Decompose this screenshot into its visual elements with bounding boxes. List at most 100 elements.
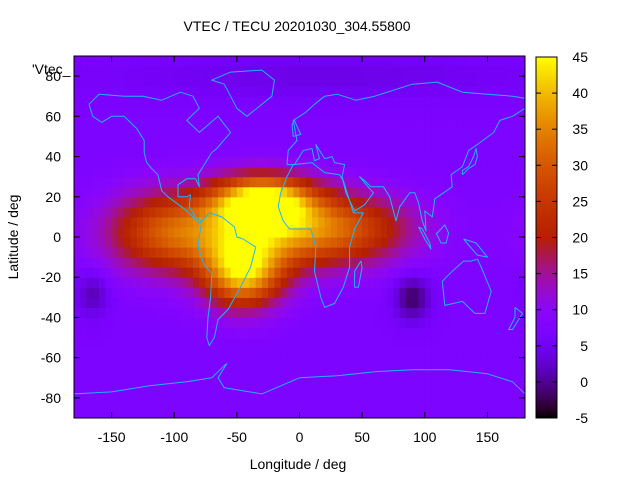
heatmap-cell (211, 307, 219, 319)
heatmap-cell (261, 86, 269, 97)
heatmap-cell (117, 387, 125, 399)
heatmap-cell (74, 287, 81, 298)
heatmap-cell (405, 237, 413, 248)
y-tick-label: 60 (45, 108, 61, 124)
heatmap-cell (261, 156, 269, 168)
heatmap-cell (142, 106, 150, 117)
heatmap-cell (92, 237, 100, 248)
heatmap-cell (299, 56, 307, 67)
heatmap-cell (249, 307, 257, 319)
heatmap-cell (324, 96, 332, 107)
heatmap-cell (274, 86, 282, 97)
heatmap-cell (142, 397, 150, 409)
heatmap-cell (318, 247, 326, 258)
heatmap-cell (142, 136, 150, 148)
heatmap-cell (74, 407, 81, 418)
colorbar-tick-label: 45 (572, 49, 588, 65)
heatmap-cell (224, 126, 232, 138)
heatmap-cell (393, 176, 401, 188)
heatmap-cell (431, 216, 438, 228)
heatmap-cell (493, 206, 501, 218)
heatmap-cell (468, 277, 476, 288)
heatmap-cell (280, 277, 288, 288)
heatmap-cell (274, 297, 282, 308)
heatmap-cell (487, 166, 495, 178)
heatmap-cell (462, 387, 470, 399)
heatmap-cell (431, 237, 438, 248)
heatmap-cell (293, 66, 301, 77)
coastline-new-zealand (508, 307, 523, 330)
heatmap-cell (380, 367, 388, 379)
heatmap-cell (374, 397, 382, 409)
heatmap-cell (111, 66, 119, 77)
heatmap-cell (74, 327, 81, 339)
heatmap-cell (299, 206, 307, 218)
heatmap-cell (487, 237, 495, 248)
heatmap-cell (149, 377, 157, 389)
heatmap-cell (274, 327, 282, 339)
heatmap-cell (142, 126, 150, 138)
heatmap-cell (374, 327, 382, 339)
heatmap-cell (424, 196, 432, 208)
heatmap-cell (99, 216, 106, 228)
heatmap-cell (280, 237, 288, 248)
heatmap-cell (224, 347, 232, 359)
heatmap-cell (462, 407, 470, 418)
heatmap-cell (261, 237, 269, 248)
heatmap-cell (474, 277, 482, 288)
heatmap-cell (80, 66, 88, 77)
heatmap-cell (330, 267, 338, 278)
heatmap-cell (243, 347, 250, 359)
heatmap-cell (193, 257, 200, 268)
heatmap-cell (218, 146, 225, 158)
heatmap-cell (462, 377, 470, 389)
heatmap-cell (499, 56, 507, 67)
heatmap-cell (149, 126, 157, 138)
heatmap-cell (405, 257, 413, 268)
heatmap-cell (512, 377, 520, 389)
heatmap-cell (167, 387, 175, 399)
heatmap-cell (180, 247, 188, 258)
heatmap-cell (167, 407, 175, 418)
heatmap-cell (111, 126, 119, 138)
heatmap-cell (130, 166, 138, 178)
heatmap-cell (155, 277, 163, 288)
heatmap-cell (286, 297, 294, 308)
heatmap-cell (487, 277, 495, 288)
heatmap-cell (92, 196, 100, 208)
heatmap-cell (211, 287, 219, 298)
heatmap-cell (255, 136, 263, 148)
heatmap-cell (487, 247, 495, 258)
heatmap-cell (117, 267, 125, 278)
heatmap-cell (155, 247, 163, 258)
heatmap-cell (387, 277, 395, 288)
heatmap-cell (499, 136, 507, 148)
heatmap-cell (161, 226, 169, 238)
heatmap-cell (286, 216, 294, 228)
heatmap-cell (481, 357, 489, 369)
heatmap-cell (499, 106, 507, 117)
heatmap-cell (424, 377, 432, 389)
heatmap-cell (512, 387, 520, 399)
heatmap-cell (424, 267, 432, 278)
heatmap-cell (481, 226, 489, 238)
heatmap-cell (337, 297, 344, 308)
heatmap-cell (512, 317, 520, 329)
heatmap-cell (330, 186, 338, 198)
heatmap-cell (362, 277, 369, 288)
heatmap-cell (462, 216, 470, 228)
heatmap-cell (167, 237, 175, 248)
heatmap-cell (474, 56, 482, 67)
heatmap-cell (280, 96, 288, 107)
heatmap-cell (211, 297, 219, 308)
heatmap-cell (274, 317, 282, 329)
heatmap-cell (405, 56, 413, 67)
heatmap-cell (224, 297, 232, 308)
heatmap-cell (343, 86, 351, 97)
heatmap-cell (512, 277, 520, 288)
heatmap-cell (218, 176, 225, 188)
heatmap-cell (105, 407, 113, 418)
heatmap-cell (443, 116, 451, 127)
heatmap-cell (268, 257, 276, 268)
heatmap-cell (487, 367, 495, 379)
